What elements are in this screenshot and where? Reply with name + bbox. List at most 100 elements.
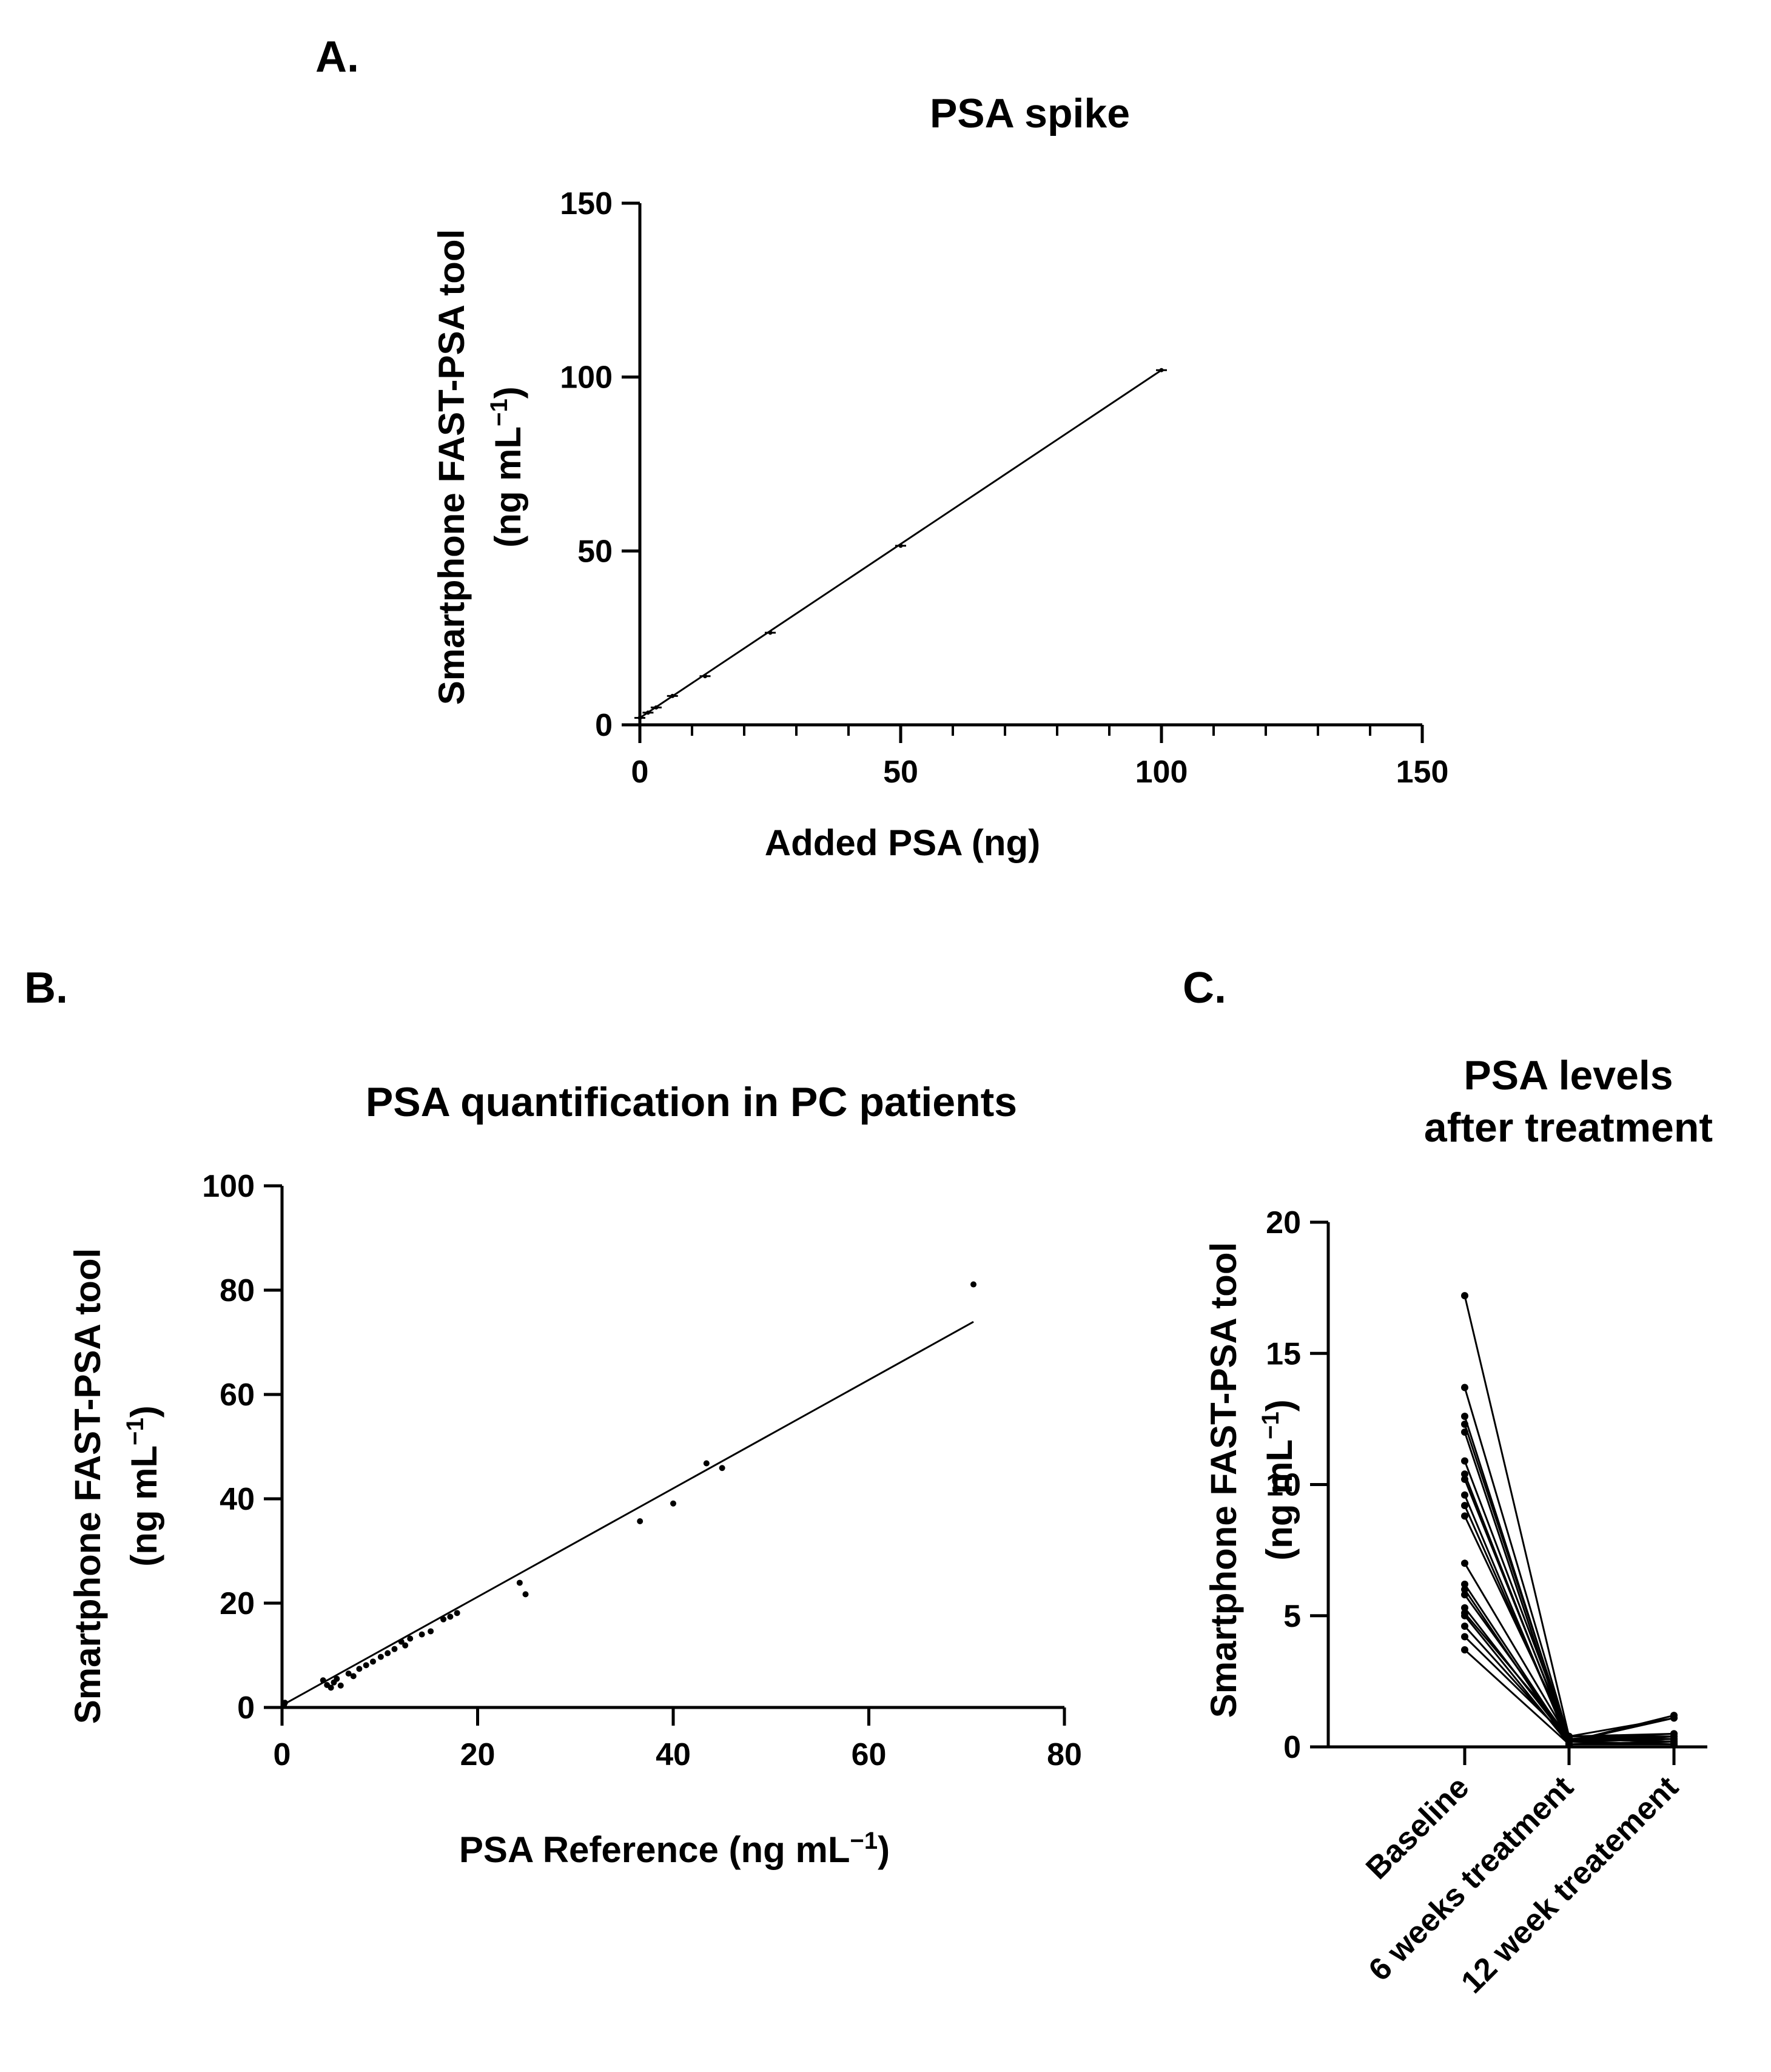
chart-a-x-tick-label: 50: [883, 755, 918, 790]
chart-b-data-point: [328, 1684, 334, 1691]
chart-a-data-point: [898, 543, 903, 548]
chart-b-title: PSA quantification in PC patients: [366, 1079, 1017, 1125]
chart-c-series-line: [1464, 1416, 1675, 1743]
chart-b-data-point: [719, 1465, 725, 1472]
chart-c-data-point: [1461, 1580, 1468, 1588]
chart-c-data-point: [1461, 1612, 1468, 1620]
chart-c-data-point: [1461, 1413, 1468, 1421]
chart-c-ylabel-units: (ng mL: [1259, 1439, 1300, 1561]
chart-c-ylabel-close: ): [1259, 1399, 1300, 1411]
chart-a-data-point: [637, 716, 642, 721]
chart-b-ylabel-close: ): [124, 1405, 164, 1418]
chart-b-x-tick-label: 40: [656, 1737, 691, 1772]
chart-c-data-point: [1461, 1292, 1468, 1300]
chart-c-data-point: [1461, 1633, 1468, 1641]
chart-b-x-tick-label: 60: [852, 1737, 887, 1772]
chart-b-data-point: [970, 1281, 977, 1288]
chart-c-data-point: [1461, 1475, 1468, 1483]
chart-c-ylabel-line1: Smartphone FAST-PSA tool: [1203, 1242, 1244, 1718]
chart-a-ylabel-close: ): [488, 386, 528, 399]
chart-b-data-point: [522, 1591, 529, 1598]
chart-c-data-point: [1461, 1604, 1468, 1612]
chart-c-y-tick-label: 5: [1283, 1599, 1301, 1634]
chart-c-data-point: [1461, 1384, 1468, 1391]
chart-c-data-point: [1461, 1421, 1468, 1428]
chart-b-y-tick-label: 60: [220, 1377, 255, 1413]
chart-b-data-point: [428, 1628, 434, 1635]
chart-b-data-point: [385, 1650, 391, 1657]
chart-a-y-tick-label: 50: [577, 534, 613, 569]
chart-a-y-tick-label: 100: [560, 360, 613, 395]
chart-c-title-line2: after treatment: [1424, 1105, 1713, 1151]
chart-a-ylabel-sup: −1: [486, 399, 512, 426]
chart-c-data-point: [1461, 1428, 1468, 1436]
chart-c-y-tick-label: 15: [1266, 1336, 1301, 1371]
chart-a-x-tick-label: 150: [1396, 755, 1449, 790]
chart-b-data-point: [418, 1631, 425, 1638]
chart-b-xlabel: PSA Reference (ng mL−1): [459, 1828, 890, 1870]
chart-c-data-point: [1461, 1502, 1468, 1510]
chart-a-data-point: [703, 674, 707, 679]
chart-b-data-point: [670, 1500, 676, 1507]
chart-c-series-line: [1464, 1626, 1675, 1746]
chart-b-data-point: [516, 1579, 523, 1586]
chart-a: PSA spike Smartphone FAST-PSA tool (ng m…: [431, 90, 1448, 863]
chart-c-y-tick-label: 20: [1266, 1205, 1301, 1240]
chart-c-data-point: [1461, 1470, 1468, 1478]
chart-a-xlabel: Added PSA (ng): [765, 822, 1040, 863]
chart-a-ylabel-line2: (ng mL−1): [486, 386, 528, 548]
chart-b-ylabel-units: (ng mL: [124, 1445, 164, 1567]
chart-a-data-point: [654, 705, 659, 710]
chart-a-y-tick-label: 150: [560, 186, 613, 221]
chart-b-data-point: [350, 1673, 357, 1680]
chart-c-data-point: [1461, 1591, 1468, 1599]
chart-b-fit-line: [281, 1320, 974, 1706]
chart-c-data-point: [1565, 1735, 1573, 1743]
chart-c-data-point: [1461, 1623, 1468, 1630]
chart-a-x-tick-label: 100: [1135, 755, 1188, 790]
chart-a-data-point: [670, 693, 675, 698]
chart-b-data-point: [440, 1616, 447, 1623]
chart-c-data-point: [1461, 1646, 1468, 1653]
chart-b-data-point: [402, 1642, 409, 1649]
chart-c-data-point: [1670, 1714, 1678, 1722]
chart-b-data-point: [703, 1460, 710, 1467]
chart-c-series-line: [1464, 1461, 1674, 1738]
chart-a-title: PSA spike: [930, 90, 1130, 136]
chart-b-y-tick-label: 20: [220, 1586, 255, 1621]
chart-b-xlabel-sup: −1: [850, 1828, 878, 1854]
chart-a-ylabel-units: (ng mL: [488, 426, 528, 548]
chart-b-x-tick-label: 20: [460, 1737, 496, 1772]
chart-c-series-line: [1464, 1515, 1675, 1738]
chart-b-data-point: [407, 1635, 414, 1642]
chart-b-plot: 0 20 40 60 80 0 20 40 60 80 100: [202, 1169, 1082, 1772]
chart-c: PSA levels after treatment Smartphone FA…: [1203, 1052, 1713, 2000]
chart-b-y-tick-label: 0: [237, 1690, 255, 1726]
chart-a-ylabel-line1: Smartphone FAST-PSA tool: [431, 229, 472, 705]
chart-c-data-point: [1461, 1457, 1468, 1465]
chart-b-x-tick-label: 0: [274, 1737, 291, 1772]
chart-b-y-tick-label: 40: [220, 1482, 255, 1517]
chart-b-data-point: [398, 1638, 405, 1645]
chart-b-data-point: [281, 1700, 288, 1706]
chart-c-data-point: [1461, 1559, 1468, 1567]
chart-a-data-point: [1159, 368, 1164, 372]
chart-c-series-line: [1464, 1584, 1675, 1743]
chart-c-series-line: [1464, 1495, 1674, 1746]
chart-a-data-point: [768, 630, 773, 635]
chart-b-data-point: [377, 1653, 384, 1660]
chart-b-data-point: [391, 1646, 398, 1652]
chart-b-data-point: [454, 1610, 460, 1616]
chart-b-ylabel-line2: (ng mL−1): [122, 1405, 164, 1567]
chart-b-data-point: [320, 1677, 326, 1684]
chart-c-series-line: [1464, 1562, 1675, 1743]
chart-c-data-point: [1461, 1491, 1468, 1499]
chart-b-ylabel-sup: −1: [122, 1418, 149, 1445]
chart-c-series-line: [1464, 1387, 1675, 1740]
chart-b-y-tick-label: 100: [202, 1169, 255, 1204]
chart-b-xlabel-close: ): [878, 1829, 890, 1870]
chart-c-data-point: [1670, 1740, 1678, 1748]
chart-c-data-point: [1565, 1740, 1573, 1748]
chart-b-xlabel-text: PSA Reference (ng mL: [459, 1829, 850, 1870]
